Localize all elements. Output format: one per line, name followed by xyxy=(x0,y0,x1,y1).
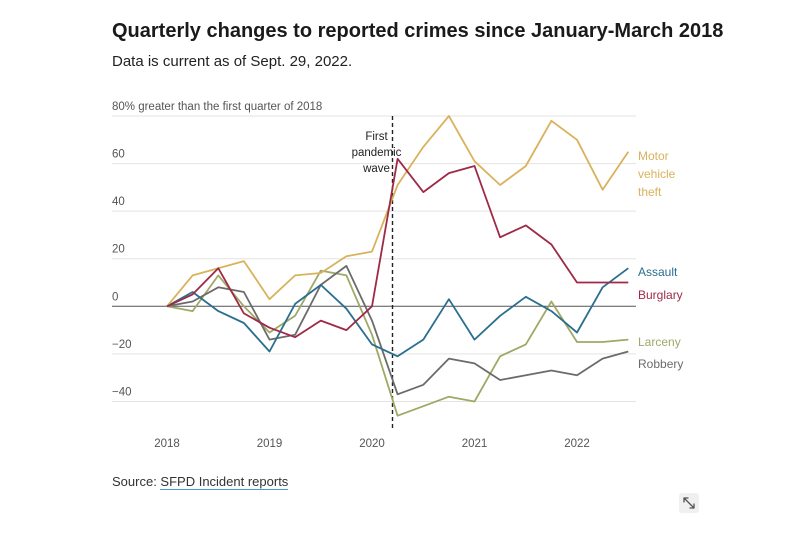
expand-button[interactable] xyxy=(679,493,699,513)
series-line-larceny xyxy=(166,269,629,417)
x-tick-label: 2020 xyxy=(359,438,385,450)
series-line-motor-vehicle-theft xyxy=(166,115,630,307)
x-tick-label: 2018 xyxy=(154,438,180,450)
annotation-text: pandemic xyxy=(352,147,402,159)
y-axis-note: 80% greater than the first quarter of 20… xyxy=(112,101,322,113)
series-label-motor-vehicle-theft: vehicle xyxy=(638,167,676,181)
y-tick-label: −20 xyxy=(112,339,132,351)
series-label-larceny: Larceny xyxy=(638,335,681,349)
source-prefix: Source: xyxy=(112,474,161,489)
series-labels: Motor vehicle theft Assault Burglary Larceny R… xyxy=(638,149,683,371)
expand-arrows-icon xyxy=(683,497,695,509)
x-tick-label: 2022 xyxy=(564,438,590,450)
series-line-burglary xyxy=(166,157,629,339)
x-tick-label: 2021 xyxy=(462,438,488,450)
source-link[interactable]: SFPD Incident reports xyxy=(160,474,289,490)
x-tick-label: 2019 xyxy=(257,438,283,450)
pandemic-annotation: First pandemic wave xyxy=(352,116,402,430)
annotation-text: wave xyxy=(362,163,390,175)
series-label-burglary: Burglary xyxy=(638,288,683,302)
y-tick-label: 40 xyxy=(112,196,125,208)
y-tick-label: −40 xyxy=(112,386,132,398)
series-line-assault xyxy=(166,267,629,358)
axis-labels: 80% greater than the first quarter of 20… xyxy=(112,101,590,450)
chart-subtitle: Data is current as of Sept. 29, 2022. xyxy=(112,53,353,70)
y-tick-label: 0 xyxy=(112,291,118,303)
series-label-motor-vehicle-theft: theft xyxy=(638,185,662,199)
y-tick-label: 20 xyxy=(112,244,125,256)
series-lines xyxy=(166,115,630,417)
y-tick-label: 60 xyxy=(112,149,125,161)
annotation-text: First xyxy=(365,131,388,143)
series-label-assault: Assault xyxy=(638,265,678,279)
series-label-motor-vehicle-theft: Motor xyxy=(638,149,669,163)
gridlines xyxy=(112,115,636,402)
series-label-robbery: Robbery xyxy=(638,357,683,371)
source-note: Source: SFPD Incident reports xyxy=(112,474,289,490)
series-line-robbery xyxy=(166,264,629,396)
chart-title: Quarterly changes to reported crimes sin… xyxy=(112,20,724,42)
